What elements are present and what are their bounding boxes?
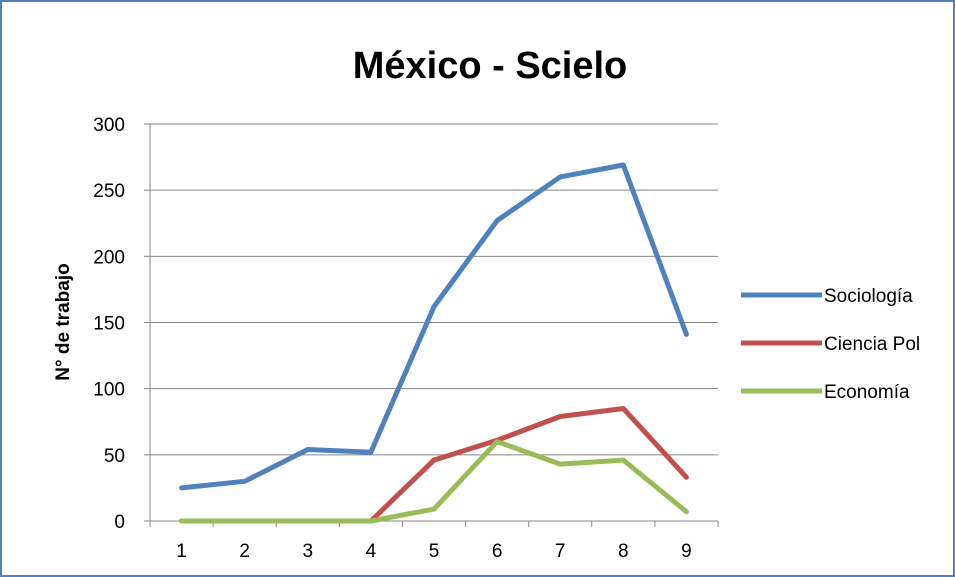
series-line-2: [179, 406, 689, 524]
y-tick-label: 0: [114, 512, 125, 533]
y-tick-label: 200: [93, 247, 125, 268]
y-tick-label: 50: [104, 446, 125, 467]
x-tick-labels: 1 2 3 4 5 6 7 8 9: [176, 541, 691, 562]
grid-lines: [144, 123, 718, 522]
x-tick-label: 8: [618, 541, 629, 562]
x-tick-label: 5: [429, 541, 440, 562]
series-line-1: [179, 162, 689, 491]
x-tick-label: 9: [681, 541, 692, 562]
chart-title: México - Scielo: [353, 45, 628, 87]
y-tick-label: 250: [93, 181, 125, 202]
legend-label-3: Economía: [824, 382, 910, 403]
legend-label-1: Sociología: [824, 286, 913, 307]
x-tick-label: 7: [555, 541, 566, 562]
legend: Sociología Ciencia Pol Economía: [741, 286, 920, 403]
y-axis-label: N° de trabajo: [53, 263, 74, 380]
y-tick-label: 300: [93, 115, 125, 136]
series-lines: [179, 162, 689, 524]
y-tick-labels: 0 50 100 150 200 250 300: [93, 115, 125, 533]
y-tick-label: 100: [93, 380, 125, 401]
x-tick-label: 6: [492, 541, 503, 562]
series-line-3: [179, 439, 689, 524]
x-tick-label: 2: [239, 541, 250, 562]
legend-label-2: Ciencia Pol: [824, 334, 920, 355]
x-tick-label: 4: [366, 541, 377, 562]
y-tick-label: 150: [93, 314, 125, 335]
x-tick-label: 1: [176, 541, 187, 562]
x-tick-label: 3: [302, 541, 313, 562]
